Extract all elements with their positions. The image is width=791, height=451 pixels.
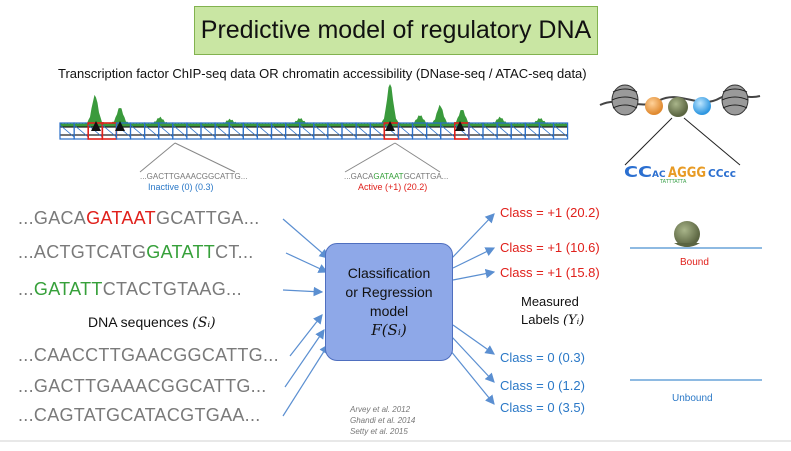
measured-label-line-1: Measured	[521, 294, 579, 309]
bin-diagonal	[496, 124, 512, 138]
bin-diagonal	[144, 124, 159, 138]
bin-diagonal	[412, 124, 427, 138]
unbound-label: Unbound	[672, 393, 713, 404]
slide-title: Predictive model of regulatory DNA	[194, 6, 598, 55]
bin-diagonal	[271, 124, 286, 138]
model-function: F(Sᵢ)	[371, 321, 407, 339]
bin-diagonal	[426, 124, 441, 138]
dna-sequences-label: DNA sequences (Sᵢ)	[88, 314, 216, 331]
bin-diagonal	[355, 124, 371, 138]
bin-diagonal	[539, 124, 554, 138]
genome-bin	[552, 122, 569, 140]
bin-diagonal	[440, 124, 456, 138]
bin-diagonal	[130, 124, 145, 138]
bin-diagonal	[299, 124, 315, 138]
peak-marker-2	[115, 121, 125, 131]
model-line-1: Classification	[347, 265, 431, 281]
citation-1: Arvey et al. 2012	[350, 405, 411, 414]
bin-diagonal	[257, 124, 272, 138]
model-line-2: or Regression	[345, 284, 433, 300]
chromatin-cartoon	[599, 84, 761, 166]
tf-blue-icon	[693, 97, 711, 115]
svg-text:TATTTATTA: TATTTATTA	[659, 179, 687, 185]
bin-diagonal	[510, 124, 526, 138]
sequence-1: ...GACAGATAATGCATTGA...	[18, 208, 260, 228]
bin-diagonal	[73, 124, 89, 138]
peak-marker-1	[91, 121, 101, 131]
active-example-label: Active (+1) (20.2)	[358, 182, 428, 192]
bound-label: Bound	[680, 257, 709, 268]
subtitle: Transcription factor ChIP-seq data OR ch…	[58, 66, 587, 81]
class-label-6: Class = 0 (3.5)	[500, 400, 585, 415]
citation-2: Ghandi et al. 2014	[350, 416, 416, 425]
bin-diagonal	[200, 124, 216, 138]
sequence-3: ...GATATTCTACTGTAAG...	[18, 279, 242, 299]
bin-diagonal	[243, 124, 258, 138]
signal-peaks	[60, 84, 568, 127]
bin-diagonal	[59, 124, 75, 138]
bin-diagonal	[553, 124, 568, 138]
bin-diagonal	[172, 124, 188, 138]
tf-orange-icon	[645, 97, 663, 115]
genome-bins	[59, 122, 569, 140]
citation-3: Setty et al. 2015	[350, 427, 408, 436]
svg-text:CCcc: CCcc	[708, 167, 736, 180]
bin-diagonal	[468, 124, 484, 138]
class-label-3: Class = +1 (15.8)	[500, 265, 600, 280]
svg-text:AC: AC	[652, 170, 666, 180]
peak-marker-3	[385, 121, 395, 131]
bin-diagonal	[214, 124, 230, 138]
motif-logo: CC AC AGGG CCcc TATTTATTA	[624, 163, 736, 185]
sequence-6: ...CAGTATGCATACGTGAA...	[18, 405, 261, 425]
peak-marker-4	[455, 121, 465, 131]
sequence-5: ...GACTTGAAACGGCATTG...	[18, 376, 267, 396]
signal-profile	[60, 84, 568, 127]
genome-track	[59, 84, 569, 140]
tf-green-icon	[668, 97, 688, 117]
sequence-2: ...ACTGTCATGGATATTCT...	[18, 242, 254, 262]
class-label-5: Class = 0 (1.2)	[500, 378, 585, 393]
bin-diagonal	[341, 124, 357, 138]
bin-diagonal	[102, 124, 117, 138]
bin-diagonal	[186, 124, 202, 138]
bin-diagonal	[313, 124, 329, 138]
class-label-4: Class = 0 (0.3)	[500, 350, 585, 365]
bound-cartoon	[630, 221, 762, 249]
bin-diagonal	[369, 124, 385, 138]
sequence-4: ...CAACCTTGAACGGCATTG...	[18, 345, 279, 365]
inactive-example-seq: ...GACTTGAAACGGCATTG...	[140, 172, 248, 181]
class-label-1: Class = +1 (20.2)	[500, 205, 600, 220]
bin-diagonal	[482, 124, 498, 138]
bin-diagonal	[327, 124, 343, 138]
class-label-2: Class = +1 (10.6)	[500, 240, 600, 255]
measured-label-line-2: Labels (Yᵢ)	[521, 312, 585, 328]
nucleosome-right-icon	[721, 84, 749, 116]
bin-diagonal	[228, 124, 244, 138]
active-example-seq: ...GACAGATAATGCATTGA...	[344, 172, 449, 181]
nucleosome-left-icon	[611, 84, 639, 116]
svg-text:CC: CC	[624, 163, 652, 181]
bin-diagonal	[285, 124, 300, 138]
bin-diagonal	[398, 124, 413, 138]
model-line-3: model	[369, 303, 409, 319]
output-arrows	[449, 213, 496, 405]
bin-diagonal	[525, 124, 540, 138]
inactive-example-label: Inactive (0) (0.3)	[148, 182, 214, 192]
svg-text:AGGG: AGGG	[668, 165, 706, 181]
input-arrows	[282, 218, 329, 417]
bin-diagonal	[158, 124, 174, 138]
model-box: Classification or Regression model F(Sᵢ)	[325, 243, 453, 361]
